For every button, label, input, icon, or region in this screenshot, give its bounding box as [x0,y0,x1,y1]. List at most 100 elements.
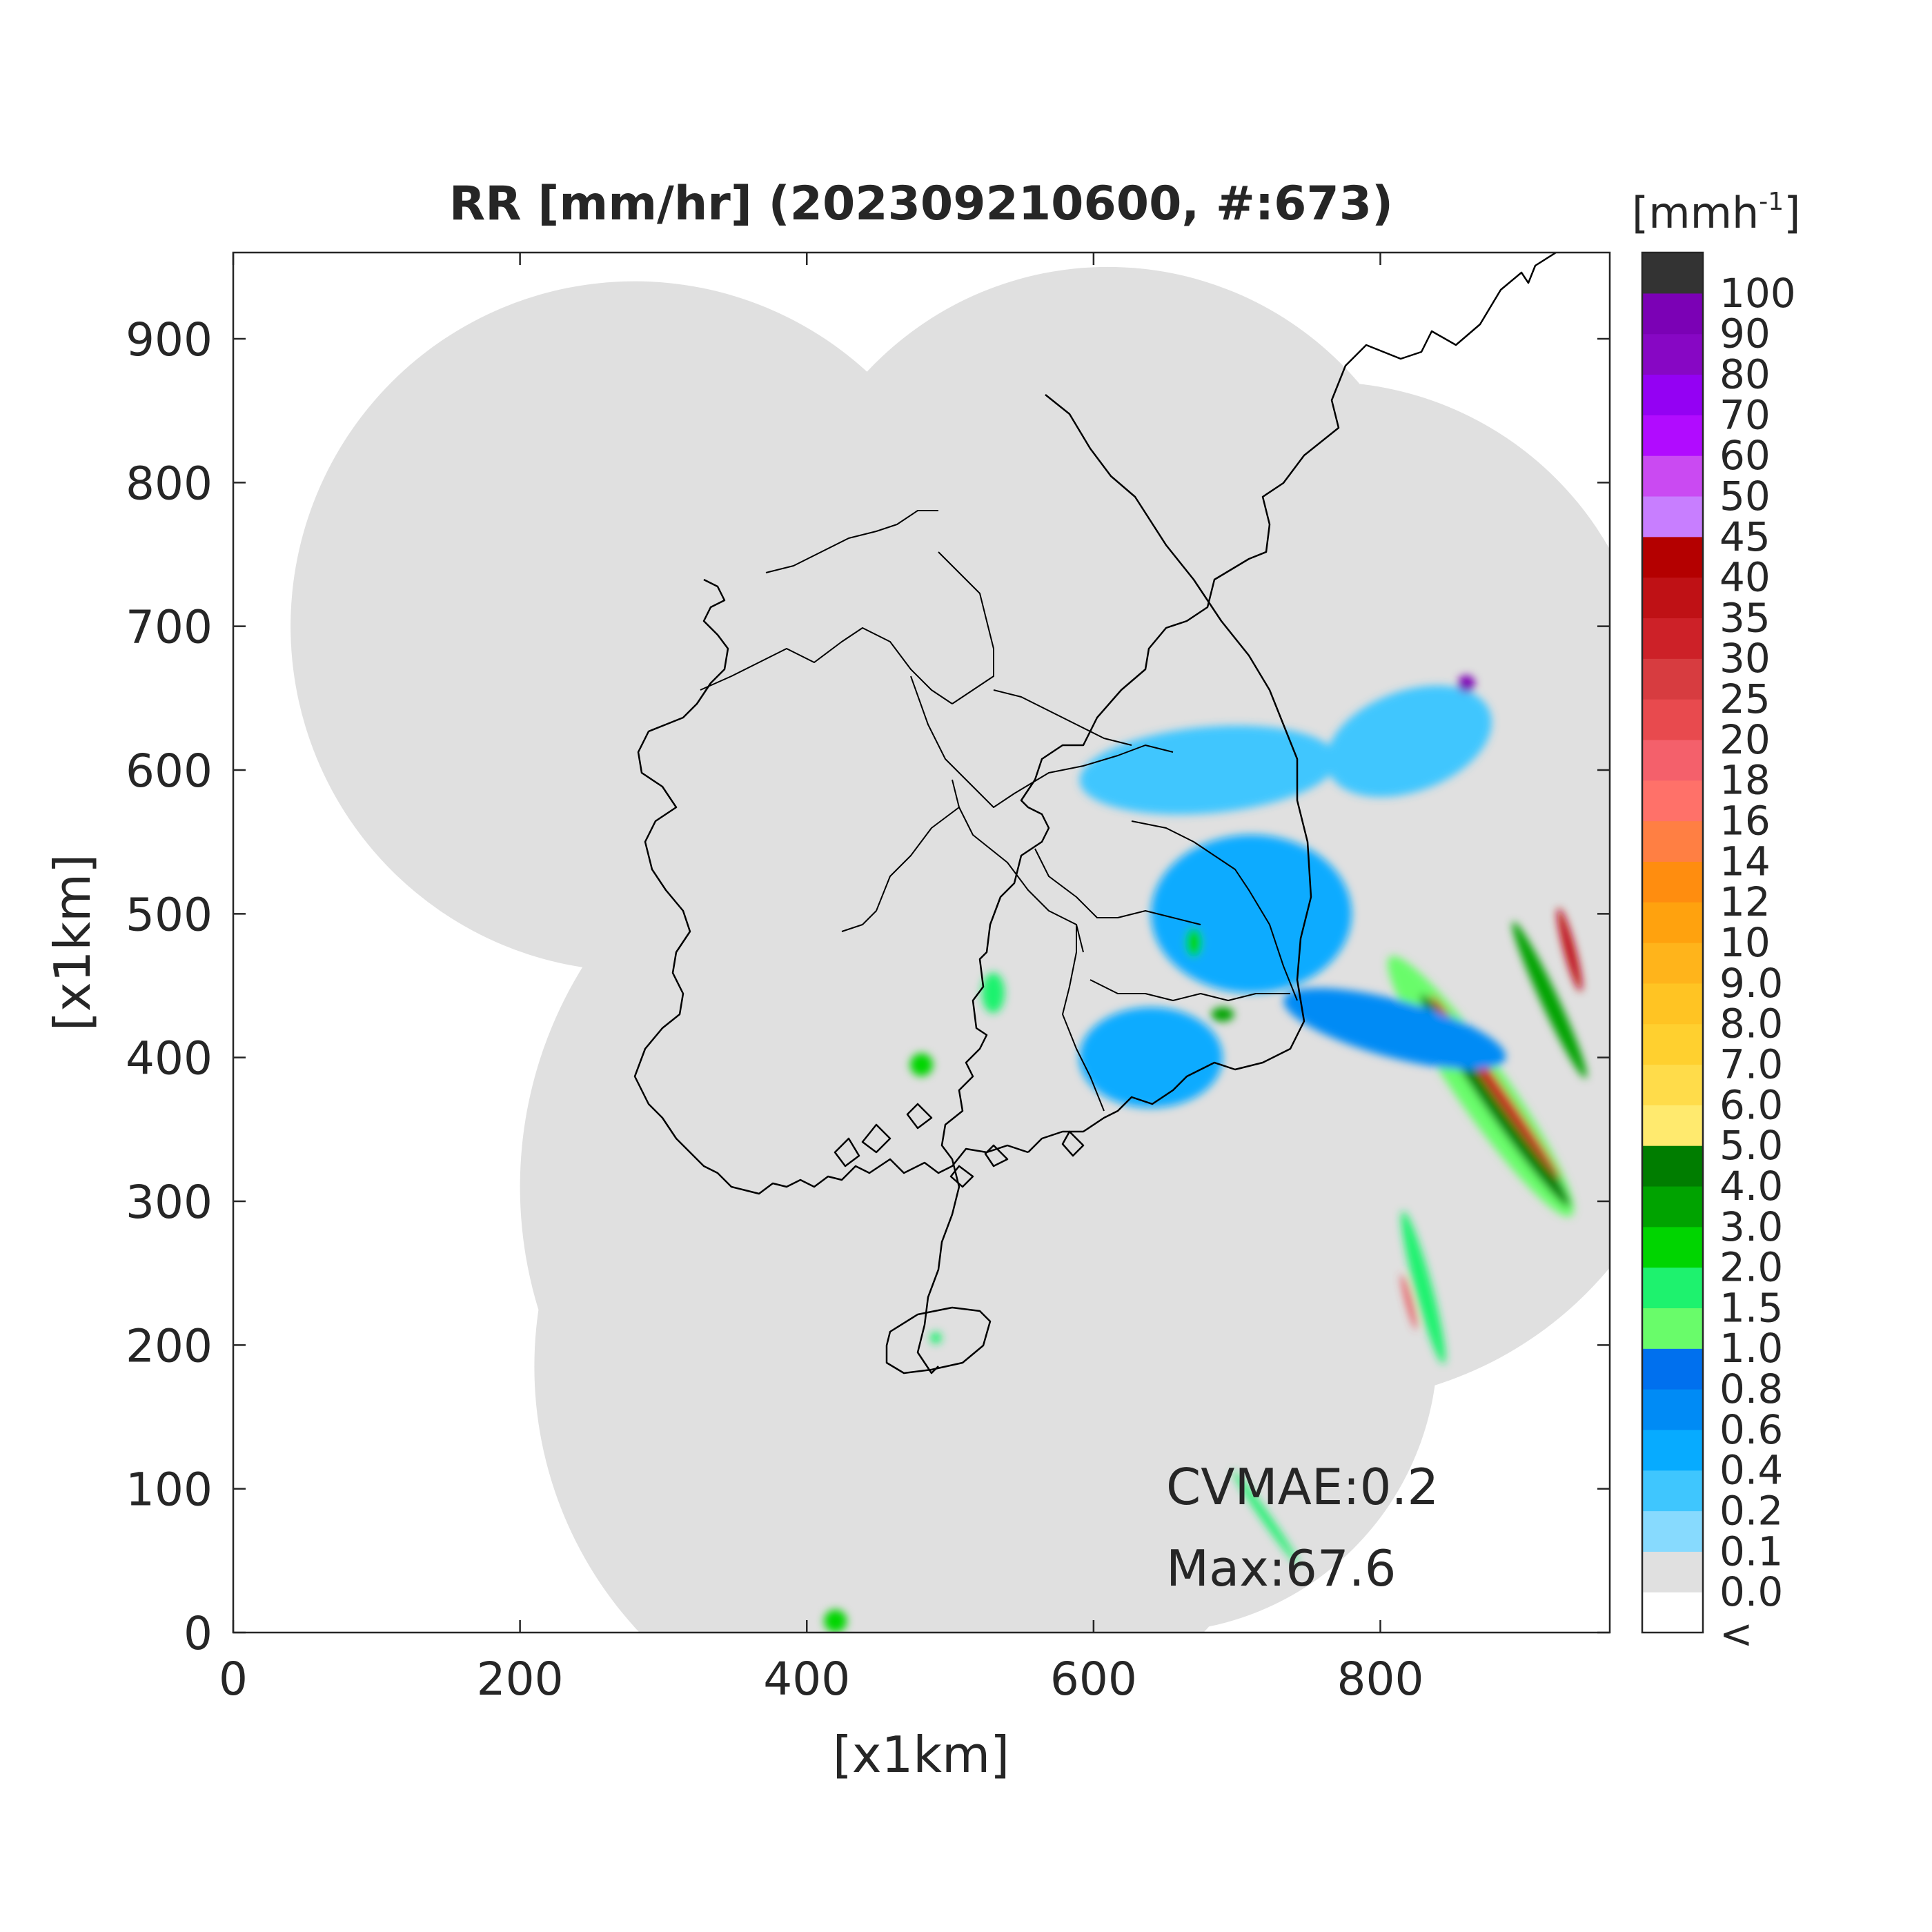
y-tick-label: 500 [126,888,213,941]
colorbar-swatch [1642,1023,1703,1065]
colorbar-level-label: 10 [1719,919,1771,966]
colorbar-level-label: 4.0 [1719,1163,1783,1210]
colorbar-level-label: 100 [1719,270,1796,317]
precip-cell [824,1609,847,1633]
colorbar-level-label: 6.0 [1719,1081,1783,1128]
colorbar-swatch [1642,618,1703,659]
colorbar-swatch [1642,1592,1703,1633]
precip-cell [1185,928,1203,957]
colorbar-labels: <0.00.10.20.40.60.81.01.52.03.04.05.06.0… [1719,270,1796,1657]
max-annotation: Max:67.6 [1166,1539,1396,1597]
colorbar-level-label: 0.2 [1719,1488,1783,1535]
colorbar-swatch [1642,943,1703,984]
y-ticks: 0 100 200 300 400 500 600 700 800 900 [126,313,1610,1660]
colorbar-level-label: 0.4 [1719,1447,1783,1494]
precip-cell [909,1053,934,1076]
y-tick-label: 900 [126,313,213,366]
plot-area: 0 200 400 600 800 0 100 200 300 400 500 600 700 800 9… [126,251,1611,1706]
colorbar-swatch [1642,577,1703,619]
colorbar-swatch [1642,253,1703,294]
colorbar-swatch [1642,820,1703,862]
y-tick-label: 100 [126,1463,213,1517]
x-axis-label: [x1km] [833,1726,1009,1784]
y-tick-label: 700 [126,601,213,654]
colorbar-swatch [1642,902,1703,943]
colorbar-level-label: 0.1 [1719,1528,1783,1575]
colorbar-swatch [1642,1226,1703,1268]
plot-frame [232,251,1611,1634]
precip-cell [1079,725,1337,815]
colorbar-level-label: 16 [1719,798,1771,845]
colorbar-swatch [1642,861,1703,903]
colorbar-swatch [1642,1308,1703,1349]
colorbar-swatch [1642,658,1703,700]
precip-cell [981,972,1005,1014]
precip-cell [1401,1274,1417,1330]
colorbar-swatch [1642,780,1703,822]
east-coast [1027,394,1312,1153]
colorbar-swatch [1642,739,1703,781]
internal-borders [700,510,1298,1112]
colorbar-level-label: 18 [1719,757,1771,804]
colorbar-level-label: 90 [1719,310,1771,357]
precip-cell [1557,908,1582,992]
colorbar-level-label: 0.0 [1719,1568,1783,1615]
coastline-borders [633,253,1557,1374]
colorbar-under-label: < [1719,1610,1753,1657]
south-coast [633,578,1029,1195]
y-tick-label: 0 [184,1607,213,1660]
colorbar-frame [1641,251,1704,1634]
colorbar-level-label: 12 [1719,878,1771,925]
colorbar-swatches [1642,253,1703,1633]
colorbar-swatch [1642,1267,1703,1309]
precip-cell [1079,1007,1223,1108]
x-tick-label: 0 [219,1653,248,1706]
colorbar-swatch [1642,536,1703,578]
colorbar: [mmh-1] <0.00.10.20.40.60.81.01.52.03.04… [1632,188,1800,1657]
colorbar-swatch [1642,415,1703,456]
jeju-island [885,1306,992,1374]
colorbar-swatch [1642,293,1703,335]
peninsula-outline [916,253,1557,1374]
precip-cell [1326,685,1492,798]
colorbar-swatch [1642,455,1703,497]
colorbar-swatch [1642,333,1703,375]
precip-cell [1151,834,1352,993]
colorbar-level-label: 1.0 [1719,1325,1783,1372]
south-islands [834,1103,1085,1188]
colorbar-level-label: 3.0 [1719,1203,1783,1250]
precipitation-field [824,675,1587,1633]
colorbar-level-label: 35 [1719,594,1771,641]
colorbar-level-label: 70 [1719,391,1771,438]
x-tick-label: 400 [763,1653,850,1706]
y-tick-label: 200 [126,1319,213,1372]
colorbar-level-label: 50 [1719,473,1771,520]
colorbar-level-label: 5.0 [1719,1122,1783,1169]
colorbar-swatch [1642,374,1703,415]
colorbar-level-label: 8.0 [1719,1000,1783,1047]
colorbar-swatch [1642,699,1703,740]
colorbar-level-label: 25 [1719,676,1771,722]
colorbar-swatch [1642,1064,1703,1105]
colorbar-level-label: 2.0 [1719,1244,1783,1291]
precip-cell [1211,1007,1234,1022]
colorbar-swatch [1642,1105,1703,1146]
precip-cell [1283,988,1506,1070]
colorbar-level-label: 45 [1719,513,1771,560]
colorbar-swatch [1642,1510,1703,1552]
colorbar-level-label: 14 [1719,838,1771,885]
colorbar-swatch [1642,1429,1703,1471]
colorbar-swatch [1642,1185,1703,1228]
precip-cell [1401,1211,1446,1364]
x-ticks: 0 200 400 600 800 [219,253,1423,1706]
colorbar-level-label: 20 [1719,716,1771,763]
colorbar-swatch [1642,1348,1703,1390]
colorbar-level-label: 9.0 [1719,960,1783,1007]
precip-cell [929,1332,942,1344]
cvmae-annotation: CVMAE:0.2 [1166,1458,1439,1516]
chart-title: RR [mm/hr] (202309210600, #:673) [449,177,1393,231]
colorbar-level-label: 40 [1719,554,1771,601]
precip-cell [1512,921,1587,1078]
colorbar-level-label: 7.0 [1719,1041,1783,1087]
